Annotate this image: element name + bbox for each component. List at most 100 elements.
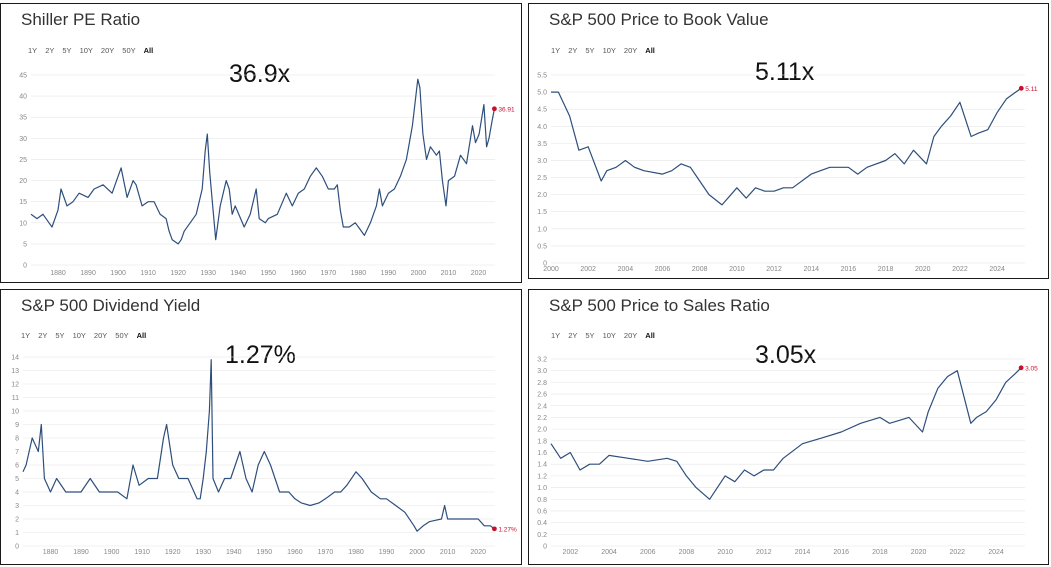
- x-tick-label: 1920: [165, 549, 181, 556]
- y-tick-label: 3.0: [537, 368, 547, 375]
- series-line: [550, 367, 1022, 500]
- y-tick-label: 14: [11, 355, 19, 362]
- x-tick-label: 2020: [471, 270, 487, 277]
- y-tick-label: 11: [12, 395, 19, 402]
- x-tick-label: 2010: [717, 549, 733, 556]
- y-tick-label: 5.5: [537, 73, 547, 80]
- y-tick-label: 5: [15, 476, 19, 483]
- x-tick-label: 1930: [200, 270, 216, 277]
- y-tick-label: 6: [15, 463, 19, 470]
- x-tick-label: 2022: [949, 549, 965, 556]
- x-tick-label: 2020: [470, 549, 486, 556]
- x-tick-label: 1970: [318, 549, 334, 556]
- price-to-sales-chart: 0 0.2 0.4 0.6 0.8 1.0 1.2 1.4 1.6 1.8 2.0 2.2 2.4 2.6…: [537, 357, 1038, 557]
- x-tick-label: 2016: [833, 549, 849, 556]
- y-tick-label: 3: [15, 503, 19, 510]
- range-button-2y[interactable]: 2Y: [568, 46, 578, 55]
- y-tick-label: 20: [19, 178, 27, 185]
- y-tick-label: 5.0: [537, 90, 547, 97]
- range-button-50y[interactable]: 50Y: [115, 331, 129, 340]
- shiller-pe-panel: Shiller PE Ratio 1Y 2Y 5Y 10Y 20Y 50Y All 36.9…: [0, 3, 522, 283]
- panel-title: S&P 500 Price to Book Value: [549, 10, 769, 29]
- y-tick-label: 1.4: [537, 462, 547, 469]
- y-tick-label: 15: [19, 199, 27, 206]
- x-tick-label: 2024: [989, 266, 1005, 273]
- y-tick-label: 35: [19, 115, 27, 122]
- y-tick-label: 3.5: [537, 141, 547, 148]
- y-tick-label: 1.8: [537, 438, 547, 445]
- x-tick-label: 1990: [381, 270, 397, 277]
- range-button-1y[interactable]: 1Y: [551, 46, 561, 55]
- last-value-marker[interactable]: [1018, 85, 1024, 91]
- last-value-marker[interactable]: [491, 106, 497, 112]
- panel-title: S&P 500 Price to Sales Ratio: [549, 296, 770, 315]
- x-tick-label: 1940: [230, 270, 246, 277]
- x-tick-label: 1920: [170, 270, 186, 277]
- price-to-book-chart: 0 0.5 1.0 1.5 2.0 2.5 3.0 3.5 4.0 4.5 5.0 5.5 2000 20…: [537, 73, 1038, 274]
- y-tick-label: 10: [19, 220, 27, 227]
- y-tick-label: 2.4: [537, 403, 547, 410]
- x-tick-label: 1910: [134, 549, 150, 556]
- x-tick-label: 2002: [580, 266, 596, 273]
- x-tick-label: 1960: [287, 549, 303, 556]
- x-tick-label: 2022: [952, 266, 968, 273]
- range-button-5y[interactable]: 5Y: [585, 46, 595, 55]
- range-button-20y[interactable]: 20Y: [100, 46, 115, 55]
- x-tick-label: 2020: [911, 549, 927, 556]
- y-tick-label: 8: [15, 436, 19, 443]
- x-tick-label: 1940: [226, 549, 242, 556]
- range-button-20y[interactable]: 20Y: [93, 331, 108, 340]
- last-value-marker[interactable]: [491, 526, 497, 532]
- range-button-10y[interactable]: 10Y: [602, 46, 616, 55]
- range-button-5y[interactable]: 5Y: [55, 331, 65, 340]
- range-button-1y[interactable]: 1Y: [551, 331, 561, 340]
- range-button-10y[interactable]: 10Y: [72, 331, 86, 340]
- range-button-50y[interactable]: 50Y: [122, 46, 136, 55]
- range-button-2y[interactable]: 2Y: [568, 331, 578, 340]
- range-button-1y[interactable]: 1Y: [21, 331, 31, 340]
- x-tick-label: 2000: [411, 270, 427, 277]
- headline-value: 3.05x: [755, 341, 817, 369]
- range-button-20y[interactable]: 20Y: [623, 331, 638, 340]
- y-tick-label: 3.0: [537, 158, 547, 165]
- x-tick-label: 2008: [679, 549, 695, 556]
- x-tick-label: 1880: [50, 270, 66, 277]
- series-line: [30, 78, 495, 245]
- headline-value: 5.11x: [755, 58, 815, 86]
- range-button-all[interactable]: All: [136, 331, 147, 340]
- y-tick-label: 1: [15, 530, 19, 537]
- y-tick-label: 2.8: [537, 380, 547, 387]
- range-selector: 1Y 2Y 5Y 10Y 20Y All: [551, 46, 655, 55]
- range-button-20y[interactable]: 20Y: [623, 46, 638, 55]
- range-button-all[interactable]: All: [645, 46, 655, 55]
- y-tick-label: 3.2: [537, 357, 547, 364]
- y-tick-label: 13: [11, 368, 19, 375]
- x-tick-label: 1960: [290, 270, 306, 277]
- x-tick-label: 2024: [988, 549, 1004, 556]
- range-button-2y[interactable]: 2Y: [38, 331, 48, 340]
- y-tick-label: 10: [11, 409, 19, 416]
- last-value-marker[interactable]: [1018, 365, 1024, 371]
- x-tick-label: 2014: [795, 549, 811, 556]
- y-tick-label: 0.4: [537, 520, 547, 527]
- range-button-5y[interactable]: 5Y: [585, 331, 595, 340]
- x-tick-label: 2000: [543, 266, 559, 273]
- y-tick-label: 4.0: [537, 124, 547, 131]
- y-tick-label: 0.8: [537, 497, 547, 504]
- y-tick-label: 0.5: [537, 243, 547, 250]
- range-selector: 1Y 2Y 5Y 10Y 20Y 50Y All: [21, 331, 146, 340]
- price-to-book-panel: S&P 500 Price to Book Value 1Y 2Y 5Y 10Y 20Y…: [528, 3, 1049, 279]
- range-button-all[interactable]: All: [143, 46, 154, 55]
- range-button-2y[interactable]: 2Y: [45, 46, 55, 55]
- panel-title: S&P 500 Dividend Yield: [21, 296, 201, 315]
- range-button-1y[interactable]: 1Y: [28, 46, 38, 55]
- x-tick-label: 2006: [655, 266, 671, 273]
- range-button-5y[interactable]: 5Y: [62, 46, 72, 55]
- x-tick-label: 1950: [257, 549, 273, 556]
- range-button-10y[interactable]: 10Y: [602, 331, 616, 340]
- range-button-10y[interactable]: 10Y: [79, 46, 93, 55]
- y-tick-label: 1.0: [537, 226, 547, 233]
- x-tick-label: 1990: [379, 549, 395, 556]
- range-button-all[interactable]: All: [645, 331, 655, 340]
- x-tick-label: 2010: [729, 266, 745, 273]
